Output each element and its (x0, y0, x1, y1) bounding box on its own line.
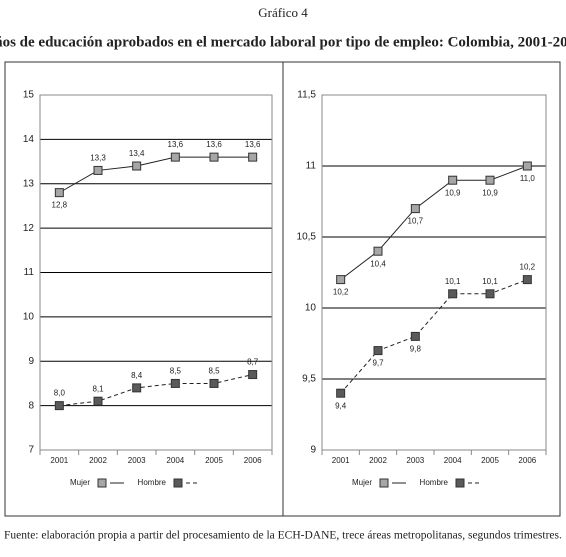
caption: Gráfico 4 (258, 5, 308, 20)
x-tick-label: 2003 (128, 456, 146, 465)
x-tick-label: 2005 (481, 456, 499, 465)
marker (485, 289, 495, 299)
legend-marker (173, 478, 183, 488)
marker (93, 165, 103, 175)
marker (373, 246, 383, 256)
data-label: 13,3 (90, 154, 106, 163)
data-label: 13,6 (245, 140, 261, 149)
x-tick-label: 2004 (166, 456, 184, 465)
series-line (340, 165, 528, 280)
y-tick-label: 13 (23, 178, 35, 189)
data-label: 9,8 (410, 345, 422, 354)
x-tick-label: 2002 (89, 456, 107, 465)
marker (248, 370, 258, 380)
data-label: 8,1 (92, 384, 104, 393)
y-tick-label: 9 (28, 356, 34, 367)
y-tick-label: 11 (306, 161, 317, 172)
marker (170, 378, 180, 388)
legend-label: Mujer (70, 478, 90, 487)
x-tick-label: 2004 (444, 456, 462, 465)
legend-marker (379, 478, 389, 488)
data-label: 13,4 (129, 149, 145, 158)
data-label: 10,2 (333, 288, 349, 297)
x-tick-label: 2006 (518, 456, 536, 465)
data-label: 13,6 (168, 140, 184, 149)
data-label: 10,9 (445, 188, 461, 197)
x-tick-label: 2003 (406, 456, 424, 465)
data-label: 8,5 (170, 367, 182, 376)
series-line (59, 374, 253, 407)
legend-label: Hombre (420, 478, 449, 487)
series-line (340, 279, 528, 394)
data-label: 10,2 (520, 263, 536, 272)
marker (373, 346, 383, 356)
data-label: 10,1 (445, 277, 461, 286)
y-tick-label: 12 (23, 223, 35, 234)
source: Fuente: elaboración propia a partir del … (4, 530, 562, 542)
y-tick-label: 9 (310, 445, 316, 456)
data-label: 8,0 (54, 389, 66, 398)
data-label: 10,9 (482, 188, 498, 197)
marker (54, 188, 64, 198)
marker (448, 289, 458, 299)
series-line (59, 156, 253, 194)
data-label: 10,1 (482, 277, 498, 286)
marker (132, 161, 142, 171)
marker (522, 275, 532, 285)
data-label: 12,8 (52, 201, 68, 210)
data-label: 9,4 (335, 401, 347, 410)
x-tick-label: 2005 (205, 456, 223, 465)
marker (209, 152, 219, 162)
marker (410, 204, 420, 214)
y-tick-label: 9,5 (302, 374, 316, 385)
marker (448, 175, 458, 185)
y-tick-label: 11 (24, 267, 35, 278)
x-tick-label: 2006 (244, 456, 262, 465)
y-tick-label: 8 (28, 400, 34, 411)
y-tick-label: 10 (23, 312, 35, 323)
marker (170, 152, 180, 162)
x-tick-label: 2002 (369, 456, 387, 465)
marker (209, 378, 219, 388)
legend-label: Mujer (352, 478, 372, 487)
data-label: 13,6 (206, 140, 222, 149)
data-label: 8,7 (247, 358, 259, 367)
plot-area (321, 94, 547, 451)
data-label: 11,0 (520, 174, 536, 183)
marker (522, 161, 532, 171)
y-tick-label: 11,5 (297, 90, 316, 101)
marker (54, 401, 64, 411)
marker (336, 388, 346, 398)
data-label: 10,7 (408, 217, 424, 226)
data-label: 9,7 (372, 359, 384, 368)
y-tick-label: 15 (23, 90, 35, 101)
marker (485, 175, 495, 185)
y-tick-label: 10,5 (297, 232, 317, 243)
marker (132, 383, 142, 393)
marker (248, 152, 258, 162)
chart-title: Años de educación aprobados en el mercad… (0, 34, 566, 50)
legend-marker (97, 478, 107, 488)
data-label: 8,5 (208, 367, 220, 376)
x-tick-label: 2001 (50, 456, 68, 465)
data-label: 8,4 (131, 371, 143, 380)
marker (93, 396, 103, 406)
marker (410, 331, 420, 341)
legend-marker (455, 478, 465, 488)
x-tick-label: 2001 (332, 456, 350, 465)
marker (336, 275, 346, 285)
y-tick-label: 14 (23, 134, 35, 145)
legend-label: Hombre (138, 478, 167, 487)
data-label: 10,4 (370, 259, 386, 268)
y-tick-label: 7 (28, 445, 34, 456)
y-tick-label: 10 (305, 303, 317, 314)
